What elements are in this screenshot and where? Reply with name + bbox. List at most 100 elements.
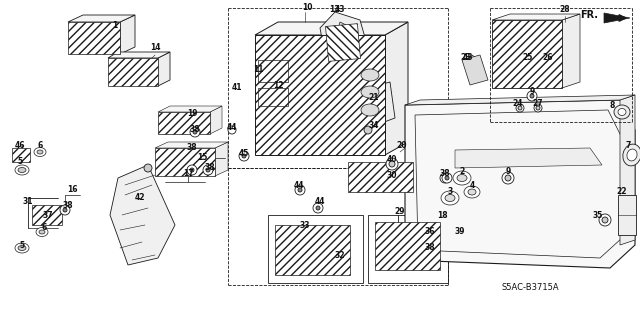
Circle shape bbox=[203, 165, 213, 175]
Ellipse shape bbox=[453, 171, 471, 185]
Ellipse shape bbox=[361, 86, 379, 98]
Circle shape bbox=[206, 168, 210, 172]
Circle shape bbox=[389, 161, 395, 167]
Circle shape bbox=[602, 217, 608, 223]
Ellipse shape bbox=[37, 150, 43, 154]
Circle shape bbox=[364, 126, 372, 134]
Text: 5: 5 bbox=[19, 241, 24, 249]
Text: 38: 38 bbox=[440, 168, 451, 177]
Circle shape bbox=[599, 214, 611, 226]
Circle shape bbox=[505, 175, 511, 181]
Bar bbox=[108, 58, 158, 86]
Bar bbox=[258, 88, 288, 106]
Ellipse shape bbox=[627, 149, 637, 161]
Text: 8: 8 bbox=[609, 100, 614, 109]
Text: 32: 32 bbox=[335, 250, 345, 259]
Polygon shape bbox=[336, 22, 352, 42]
Text: 4: 4 bbox=[469, 181, 475, 189]
Circle shape bbox=[228, 126, 236, 134]
Bar bbox=[268, 215, 363, 283]
Polygon shape bbox=[110, 165, 175, 265]
Bar bbox=[258, 60, 288, 82]
Text: 26: 26 bbox=[543, 54, 553, 63]
Circle shape bbox=[440, 173, 450, 183]
Circle shape bbox=[313, 203, 323, 213]
Circle shape bbox=[190, 168, 194, 172]
Polygon shape bbox=[362, 82, 395, 128]
Polygon shape bbox=[385, 22, 408, 155]
Text: 15: 15 bbox=[197, 152, 207, 161]
Text: 29: 29 bbox=[395, 207, 405, 217]
Ellipse shape bbox=[18, 246, 26, 250]
Circle shape bbox=[298, 188, 302, 192]
Ellipse shape bbox=[18, 167, 26, 173]
Polygon shape bbox=[492, 14, 580, 20]
Circle shape bbox=[144, 164, 152, 172]
Text: 7: 7 bbox=[625, 140, 630, 150]
Text: 6: 6 bbox=[37, 140, 43, 150]
Circle shape bbox=[316, 206, 320, 210]
Polygon shape bbox=[215, 142, 228, 176]
Polygon shape bbox=[620, 95, 635, 245]
Text: 3: 3 bbox=[447, 188, 452, 197]
Text: 43: 43 bbox=[463, 53, 473, 62]
Text: 24: 24 bbox=[513, 99, 524, 108]
Bar bbox=[275, 225, 350, 275]
Circle shape bbox=[530, 94, 534, 98]
Text: S5AC-B3715A: S5AC-B3715A bbox=[501, 284, 559, 293]
Text: 21: 21 bbox=[369, 93, 380, 101]
Text: 42: 42 bbox=[135, 194, 145, 203]
Circle shape bbox=[242, 154, 246, 158]
Circle shape bbox=[239, 151, 249, 161]
Text: 44: 44 bbox=[315, 197, 325, 206]
Circle shape bbox=[193, 130, 197, 134]
Text: 35: 35 bbox=[593, 211, 603, 219]
Ellipse shape bbox=[614, 105, 630, 119]
Text: 11: 11 bbox=[253, 65, 263, 75]
Ellipse shape bbox=[623, 144, 640, 166]
Polygon shape bbox=[108, 52, 170, 58]
Ellipse shape bbox=[361, 69, 379, 81]
Text: 43: 43 bbox=[335, 5, 345, 14]
Text: 44: 44 bbox=[294, 181, 304, 189]
Polygon shape bbox=[455, 148, 602, 168]
Ellipse shape bbox=[464, 186, 480, 198]
Text: 31: 31 bbox=[23, 197, 33, 206]
Text: 20: 20 bbox=[397, 140, 407, 150]
Bar bbox=[375, 222, 440, 270]
Bar bbox=[255, 35, 385, 155]
Text: 13: 13 bbox=[329, 5, 339, 14]
Bar bbox=[290, 55, 360, 110]
Text: 19: 19 bbox=[187, 108, 197, 117]
Circle shape bbox=[442, 173, 452, 183]
Text: 2: 2 bbox=[460, 167, 465, 176]
Polygon shape bbox=[562, 14, 580, 88]
Circle shape bbox=[445, 176, 449, 180]
Text: 27: 27 bbox=[532, 99, 543, 108]
Ellipse shape bbox=[361, 104, 379, 116]
Polygon shape bbox=[320, 12, 368, 65]
Bar bbox=[348, 162, 413, 192]
Text: 9: 9 bbox=[529, 87, 534, 97]
Circle shape bbox=[527, 91, 537, 101]
Text: 9: 9 bbox=[506, 167, 511, 176]
Circle shape bbox=[63, 208, 67, 212]
Polygon shape bbox=[468, 55, 482, 75]
Text: 17: 17 bbox=[182, 168, 193, 177]
Ellipse shape bbox=[34, 147, 46, 157]
Ellipse shape bbox=[441, 191, 459, 205]
Polygon shape bbox=[255, 22, 408, 35]
Text: 6: 6 bbox=[42, 224, 47, 233]
Polygon shape bbox=[120, 15, 135, 54]
Polygon shape bbox=[158, 106, 222, 112]
Text: 45: 45 bbox=[239, 149, 249, 158]
Circle shape bbox=[518, 106, 522, 110]
Text: 40: 40 bbox=[387, 155, 397, 165]
Circle shape bbox=[295, 185, 305, 195]
Ellipse shape bbox=[457, 174, 467, 182]
Text: 16: 16 bbox=[67, 186, 77, 195]
Ellipse shape bbox=[468, 189, 476, 195]
Polygon shape bbox=[155, 142, 228, 148]
Polygon shape bbox=[210, 106, 222, 134]
Text: 44: 44 bbox=[227, 123, 237, 132]
